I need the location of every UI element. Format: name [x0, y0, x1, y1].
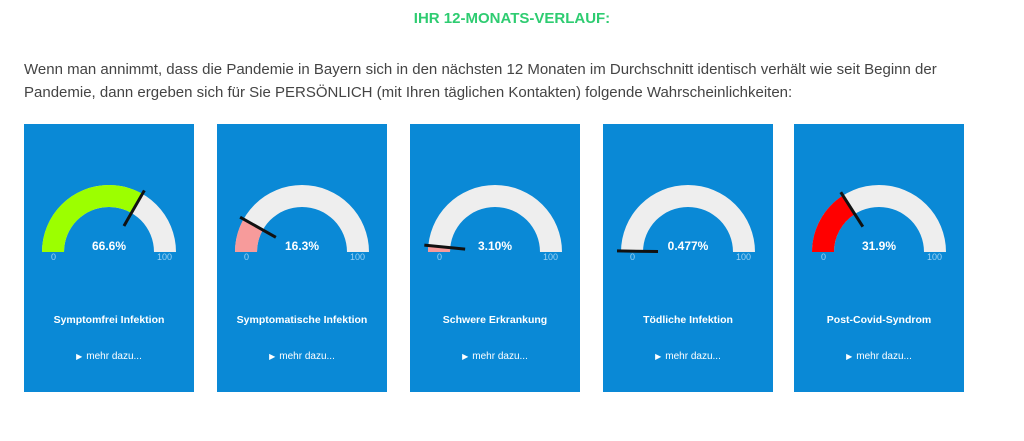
gauge-symptomatisch [235, 185, 369, 252]
card-title: Tödliche Infektion [643, 314, 733, 326]
more-link[interactable]: ▶ mehr dazu... [603, 351, 773, 362]
gauge-needle [239, 215, 277, 239]
card-title: Post-Covid-Syndrom [826, 314, 932, 326]
more-label: mehr dazu... [856, 351, 912, 362]
gauge-value: 31.9% [861, 239, 897, 253]
triangle-right-icon: ▶ [655, 352, 662, 361]
gauge-max-label: 100 [157, 252, 173, 262]
more-link[interactable]: ▶ mehr dazu... [24, 351, 194, 362]
more-label: mehr dazu... [279, 351, 335, 362]
gauge-card-toedlich: 0.477% 0 100 Tödliche Infektion ▶ mehr da… [603, 124, 773, 392]
gauge-max-label: 100 [543, 252, 559, 262]
more-link[interactable]: ▶ mehr dazu... [794, 351, 964, 362]
gauge-value: 0.477% [667, 239, 709, 253]
card-title: Symptomatische Infektion [236, 314, 368, 326]
gauge-max-label: 100 [736, 252, 752, 262]
gauge-toedlich [616, 185, 755, 254]
gauge-schwer [424, 185, 562, 252]
gauge-value: 3.10% [477, 239, 513, 253]
gauge-card-symptomatisch: 16.3% 0 100 Symptomatische Infektion ▶ me… [217, 124, 387, 392]
triangle-right-icon: ▶ [846, 352, 853, 361]
gauge-min-label: 0 [821, 252, 827, 262]
gauge-fill [42, 185, 143, 252]
more-label: mehr dazu... [86, 351, 142, 362]
gauge-card-postcovid: 31.9% 0 100 Post-Covid-Syndrom ▶ mehr daz… [794, 124, 964, 392]
gauge-track [235, 185, 369, 252]
gauge-needle [616, 249, 659, 254]
gauge-min-label: 0 [437, 252, 443, 262]
more-link[interactable]: ▶ mehr dazu... [410, 351, 580, 362]
gauge-track [621, 185, 755, 252]
triangle-right-icon: ▶ [269, 352, 276, 361]
more-link[interactable]: ▶ mehr dazu... [217, 351, 387, 362]
gauge-card-schwer: 3.10% 0 100 Schwere Erkrankung ▶ mehr daz… [410, 124, 580, 392]
gauge-fill [812, 195, 855, 252]
card-title: Symptomfrei Infektion [53, 314, 165, 326]
gauge-needle [839, 191, 865, 228]
gauge-postcovid [812, 185, 946, 252]
gauge-card-symptomfrei: 66.6% 0 100 Symptomfrei Infektion ▶ mehr … [24, 124, 194, 392]
more-label: mehr dazu... [665, 351, 721, 362]
triangle-right-icon: ▶ [462, 352, 469, 361]
gauge-min-label: 0 [51, 252, 57, 262]
gauge-symptomfrei [42, 185, 176, 252]
gauge-min-label: 0 [630, 252, 636, 262]
gauge-max-label: 100 [927, 252, 943, 262]
triangle-right-icon: ▶ [76, 352, 83, 361]
section-heading: IHR 12-MONATS-VERLAUF: [413, 10, 611, 27]
gauge-value: 16.3% [284, 239, 320, 253]
card-title: Schwere Erkrankung [442, 314, 548, 326]
gauge-track [428, 185, 562, 252]
gauge-needle [424, 243, 466, 251]
gauge-min-label: 0 [244, 252, 250, 262]
gauge-max-label: 100 [350, 252, 366, 262]
intro-text: Wenn man annimmt, dass die Pandemie in B… [24, 61, 937, 101]
more-label: mehr dazu... [472, 351, 528, 362]
gauge-value: 66.6% [91, 239, 127, 253]
gauge-needle [122, 189, 146, 227]
